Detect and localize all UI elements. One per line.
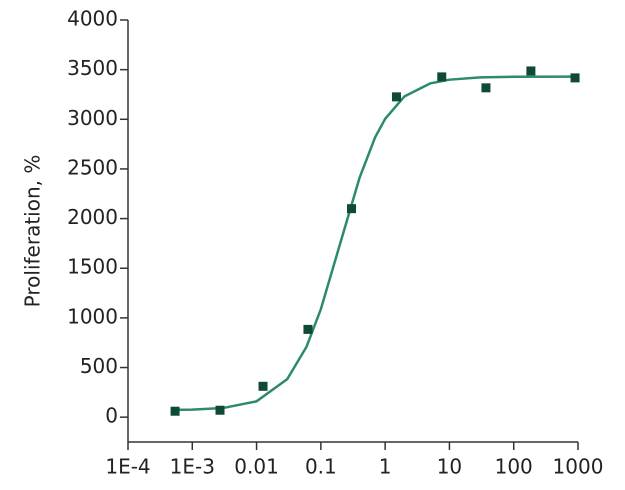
y-tick-label: 1500: [67, 255, 118, 279]
data-point: [391, 92, 401, 102]
x-tick-label: 0.1: [305, 455, 337, 479]
x-tick-label: 0.01: [234, 455, 279, 479]
x-tick-label: 1000: [553, 455, 604, 479]
x-tick-label: 1E-4: [105, 455, 150, 479]
y-tick-label: 3500: [67, 56, 118, 80]
y-tick-label: 2000: [67, 205, 118, 229]
data-point: [215, 405, 225, 415]
y-tick-label: 500: [80, 354, 118, 378]
x-tick-label: 1: [379, 455, 392, 479]
y-tick-label: 0: [105, 404, 118, 428]
y-tick-label: 2500: [67, 155, 118, 179]
data-point: [526, 66, 536, 76]
y-tick-label: 4000: [67, 7, 118, 31]
y-axis-label: Proliferation, %: [21, 155, 45, 308]
y-tick-label: 3000: [67, 106, 118, 130]
data-point: [347, 204, 357, 214]
data-point: [570, 73, 580, 83]
x-tick-label: 10: [437, 455, 462, 479]
data-point: [303, 324, 313, 334]
x-tick-label: 100: [495, 455, 533, 479]
data-point: [258, 381, 268, 391]
y-tick-label: 1000: [67, 304, 118, 328]
x-tick-label: 1E-3: [170, 455, 215, 479]
fit-curve: [172, 75, 579, 412]
data-point: [481, 83, 491, 93]
data-point: [437, 72, 447, 82]
data-point: [170, 406, 180, 416]
